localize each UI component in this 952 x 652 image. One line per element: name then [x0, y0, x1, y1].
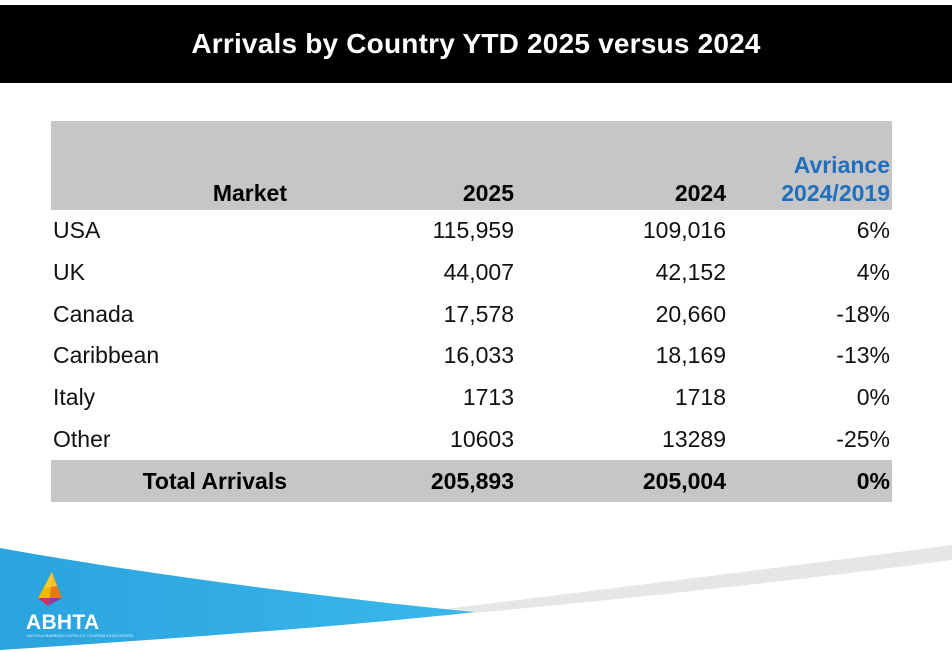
- footer-grey-swoosh: [420, 545, 952, 616]
- cell-variance: -25%: [836, 425, 890, 452]
- table-row: Canada 17,578 20,660 -18%: [51, 293, 892, 335]
- cell-variance: 4%: [856, 259, 890, 286]
- cell-2025: 1713: [462, 384, 514, 411]
- cell-2025: 10603: [450, 425, 514, 452]
- cell-market: Caribbean: [53, 342, 160, 369]
- cell-2025: 44,007: [443, 259, 514, 286]
- cell-market: USA: [53, 217, 101, 244]
- cell-market: Canada: [53, 300, 134, 327]
- logo-wordmark: ABHTA: [26, 611, 100, 634]
- cell-market: Italy: [53, 384, 96, 411]
- cell-2025: 115,959: [432, 217, 514, 244]
- cell-2024: 20,660: [655, 300, 726, 327]
- table-row: UK 44,007 42,152 4%: [51, 252, 892, 294]
- header-2025: 2025: [289, 121, 516, 210]
- cell-2025: 17,578: [443, 300, 514, 327]
- total-2025: 205,893: [289, 460, 516, 503]
- footer-blue-band: [0, 548, 475, 650]
- cell-market: UK: [53, 259, 85, 286]
- logo-subtitle: ANTIGUA BARBUDA HOTELS & TOURISM ASSOCIA…: [27, 633, 134, 638]
- table-row: Italy 1713 1718 0%: [51, 377, 892, 419]
- cell-2025: 16,033: [443, 342, 514, 369]
- table-header-row: Market 2025 2024 Avriance 2024/2019: [51, 121, 892, 210]
- cell-variance: -18%: [836, 300, 890, 327]
- total-variance: 0%: [728, 460, 892, 503]
- total-label: Total Arrivals: [51, 460, 289, 503]
- header-variance-line2: 2024/2019: [781, 180, 890, 206]
- cell-2024: 13289: [662, 425, 726, 452]
- header-variance: Avriance 2024/2019: [728, 121, 892, 210]
- cell-variance: 0%: [856, 384, 890, 411]
- total-2024: 205,004: [516, 460, 728, 503]
- cell-2024: 109,016: [642, 217, 726, 244]
- title-bar: Arrivals by Country YTD 2025 versus 2024: [0, 5, 952, 83]
- table-total-row: Total Arrivals 205,893 205,004 0%: [51, 460, 892, 503]
- header-2024: 2024: [516, 121, 728, 210]
- cell-variance: 6%: [856, 217, 890, 244]
- table-row: Caribbean 16,033 18,169 -13%: [51, 335, 892, 377]
- table-row: USA 115,959 109,016 6%: [51, 210, 892, 252]
- abhta-logo-icon: [38, 572, 62, 606]
- cell-market: Other: [53, 425, 111, 452]
- cell-2024: 42,152: [655, 259, 726, 286]
- cell-2024: 1718: [674, 384, 726, 411]
- table-row: Other 10603 13289 -25%: [51, 418, 892, 460]
- page-title: Arrivals by Country YTD 2025 versus 2024: [191, 28, 761, 59]
- cell-variance: -13%: [836, 342, 890, 369]
- cell-2024: 18,169: [655, 342, 726, 369]
- header-variance-line1: Avriance: [793, 152, 890, 178]
- arrivals-table: Market 2025 2024 Avriance 2024/2019 USA …: [51, 121, 892, 503]
- header-market: Market: [51, 121, 289, 210]
